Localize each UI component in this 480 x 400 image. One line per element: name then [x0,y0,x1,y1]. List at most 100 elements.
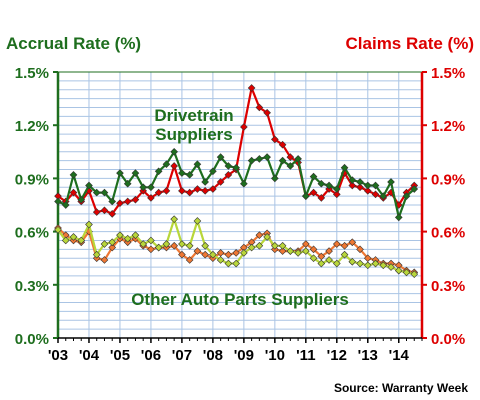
data-point [247,84,256,92]
data-point [131,195,140,204]
x-tick-label: '10 [265,347,285,364]
data-point [131,169,140,177]
data-point [216,256,225,264]
data-point [356,178,364,186]
data-point [263,153,271,161]
data-point [108,197,117,206]
right-tick-label: 0.9% [431,171,465,188]
data-point [348,181,357,190]
data-point [402,268,411,277]
data-point [178,186,186,195]
data-point [154,188,163,197]
data-point [302,247,310,255]
data-point [387,263,395,271]
data-point [209,250,217,259]
data-point [278,241,287,250]
data-point [255,241,264,250]
data-point [85,220,93,229]
data-point [77,236,86,245]
data-point [69,188,78,197]
data-point [232,249,240,257]
data-point [255,103,264,112]
right-tick-label: 1.5% [431,65,465,82]
left-axis-title: Accrual Rate (%) [6,34,141,53]
annotation-drivetrain-line2: Suppliers [155,125,232,144]
annotation-drivetrain-line1: Drivetrain [154,106,233,125]
data-point [77,195,86,204]
data-point [309,188,318,197]
data-point [92,208,101,216]
x-tick-label: '05 [110,347,130,364]
data-point [240,249,248,257]
data-point [340,163,349,172]
left-tick-label: 0.6% [15,225,49,242]
data-point [193,185,202,193]
data-point [325,256,333,264]
data-point [271,241,279,250]
data-point [402,192,411,200]
series-other-auto-parts-suppliersaccrual [54,215,419,278]
data-point [271,135,279,144]
data-point [193,160,202,169]
left-tick-label: 0.3% [15,278,49,295]
data-point [332,259,341,268]
x-tick-label: '06 [141,347,161,364]
x-tick-label: '09 [234,347,254,364]
data-point [379,261,388,270]
data-point [317,194,326,202]
right-tick-label: 0.6% [431,225,465,242]
data-point [92,188,101,197]
data-point [209,185,217,193]
data-point [286,153,295,161]
data-point [363,181,372,190]
data-point [332,185,341,193]
data-point [85,181,93,190]
data-point [255,155,264,163]
data-point [224,162,233,170]
data-point [54,197,62,206]
source-note: Source: Warranty Week [334,381,468,395]
data-point [162,186,171,195]
data-point [224,259,233,268]
x-tick-label: '11 [296,347,315,364]
data-point [340,250,349,259]
data-point [356,183,364,192]
data-point [216,153,225,161]
data-point [154,167,163,176]
x-tick-label: '12 [327,347,347,364]
data-point [201,178,209,186]
data-point [201,186,209,195]
data-point [54,226,62,234]
right-axis-title: Claims Rate (%) [346,34,474,53]
data-point [356,259,364,268]
data-point [123,234,132,243]
data-point [162,160,171,169]
data-point [410,270,419,278]
data-point [348,257,357,266]
data-point [286,247,295,255]
data-point [271,174,279,183]
data-point [240,179,248,188]
data-point [224,171,233,179]
data-point [348,176,357,184]
data-point [317,259,326,268]
data-point [371,181,380,190]
data-point [394,213,403,222]
data-point [209,167,217,176]
data-point [309,254,318,263]
data-point [240,123,248,131]
annotation-other-suppliers: Other Auto Parts Suppliers [131,290,349,309]
data-point [193,217,202,225]
data-point [317,179,326,188]
data-point [286,162,295,170]
data-point [108,243,117,252]
data-point [116,231,124,239]
data-point [154,243,163,252]
data-point [185,241,194,250]
data-point [224,250,233,259]
data-point [394,266,403,275]
data-point [294,155,302,163]
data-point [410,185,419,193]
series-drivetrain-suppliersaccrual [54,147,419,222]
data-point [123,197,132,206]
